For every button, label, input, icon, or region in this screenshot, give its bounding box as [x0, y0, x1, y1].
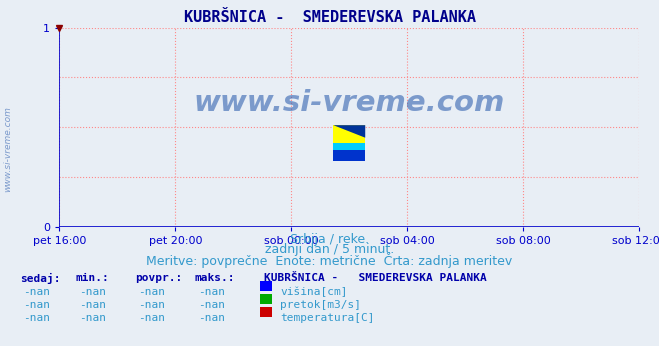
Text: pretok[m3/s]: pretok[m3/s] — [280, 300, 361, 310]
Text: maks.:: maks.: — [194, 273, 235, 283]
Text: -nan: -nan — [23, 300, 50, 310]
Text: -nan: -nan — [198, 287, 225, 297]
Polygon shape — [333, 143, 365, 150]
Text: -nan: -nan — [23, 287, 50, 297]
Text: -nan: -nan — [23, 313, 50, 324]
Text: višina[cm]: višina[cm] — [280, 287, 347, 298]
Text: zadnji dan / 5 minut.: zadnji dan / 5 minut. — [265, 243, 394, 256]
Text: min.:: min.: — [76, 273, 109, 283]
Text: www.si-vreme.com: www.si-vreme.com — [3, 106, 13, 192]
Text: Srbija / reke.: Srbija / reke. — [290, 233, 369, 246]
Polygon shape — [333, 125, 365, 138]
Text: -nan: -nan — [138, 300, 165, 310]
Text: KUBRŠNICA -   SMEDEREVSKA PALANKA: KUBRŠNICA - SMEDEREVSKA PALANKA — [264, 273, 486, 283]
Text: www.si-vreme.com: www.si-vreme.com — [194, 89, 505, 117]
Polygon shape — [333, 125, 365, 143]
Text: Meritve: povprečne  Enote: metrične  Črta: zadnja meritev: Meritve: povprečne Enote: metrične Črta:… — [146, 253, 513, 268]
Polygon shape — [333, 150, 365, 161]
Text: -nan: -nan — [138, 287, 165, 297]
Text: -nan: -nan — [198, 300, 225, 310]
Text: -nan: -nan — [79, 287, 106, 297]
Text: KUBRŠNICA -  SMEDEREVSKA PALANKA: KUBRŠNICA - SMEDEREVSKA PALANKA — [183, 10, 476, 25]
Text: -nan: -nan — [79, 300, 106, 310]
Text: temperatura[C]: temperatura[C] — [280, 313, 374, 324]
Text: -nan: -nan — [198, 313, 225, 324]
Text: -nan: -nan — [79, 313, 106, 324]
Text: povpr.:: povpr.: — [135, 273, 183, 283]
Text: -nan: -nan — [138, 313, 165, 324]
Text: sedaj:: sedaj: — [20, 273, 60, 284]
